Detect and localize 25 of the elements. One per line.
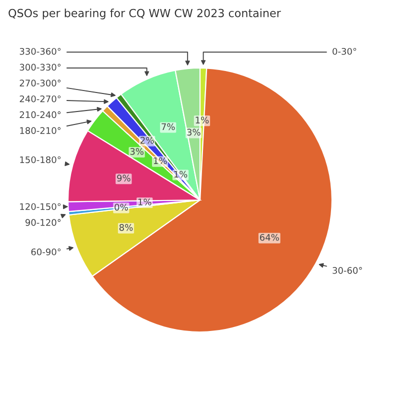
data-label: 0% xyxy=(114,204,128,211)
data-label: 2% xyxy=(140,136,154,144)
slice-label: 60-90° xyxy=(31,248,61,256)
data-label: 3% xyxy=(130,148,144,155)
chart-title: QSOs per bearing for CQ WW CW 2023 container xyxy=(8,8,281,20)
data-label: 1% xyxy=(138,198,152,206)
slice-label: 120-150° xyxy=(20,203,61,210)
data-label: 9% xyxy=(117,174,130,182)
slice-label: 90-120° xyxy=(25,219,61,226)
data-label: 1% xyxy=(196,116,209,124)
slice-label: 180-210° xyxy=(20,127,61,134)
slice-label: 30-60° xyxy=(332,267,362,274)
data-label: 8% xyxy=(119,224,133,231)
slice-label: 300-330° xyxy=(20,64,61,71)
data-label: 3% xyxy=(187,128,200,136)
data-label: 1% xyxy=(154,157,167,164)
slice-label: 270-300° xyxy=(20,80,61,86)
slice-label: 210-240° xyxy=(20,111,61,118)
slice-label: 0-30° xyxy=(332,48,356,55)
data-label: 7% xyxy=(162,123,175,130)
data-label: 1% xyxy=(174,170,188,178)
slice-label: 240-270° xyxy=(20,95,61,102)
slice-label: 150-180° xyxy=(20,156,61,164)
data-label: 64% xyxy=(260,234,279,241)
slice-label: 330-360° xyxy=(20,48,61,55)
